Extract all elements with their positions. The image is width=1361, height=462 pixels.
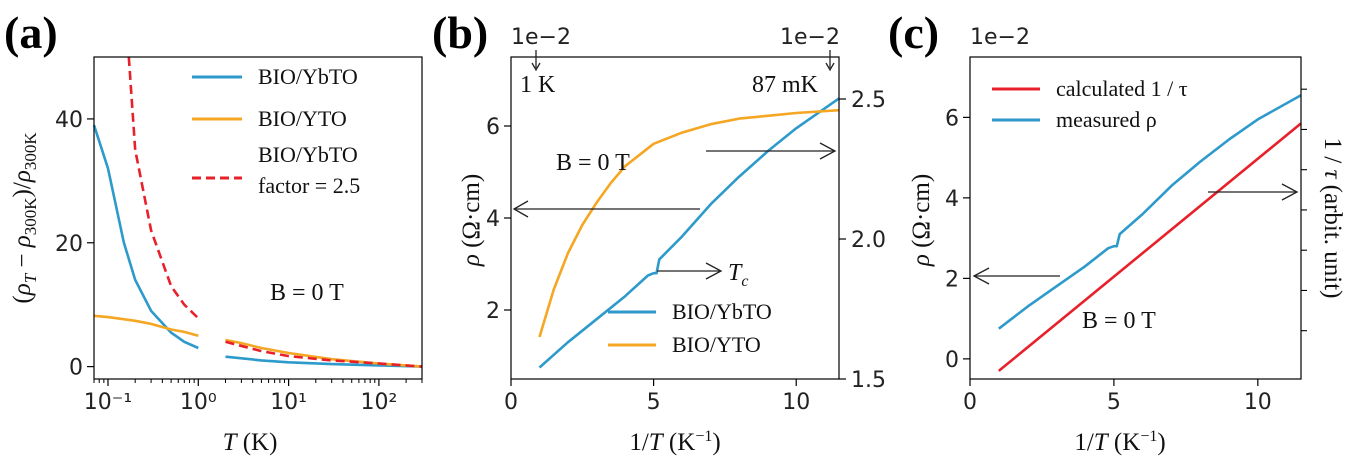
panel-b-ann-tc: Tc xyxy=(728,260,748,290)
series-a-4 xyxy=(127,56,200,320)
panel-b-ticks: 0 5 10 2 4 6 1.5 2.0 2.5 xyxy=(486,88,886,415)
panel-c-plot-area xyxy=(997,94,1302,372)
a-ytick-label-0: 0 xyxy=(69,356,83,381)
c-ytick-label-0: 0 xyxy=(945,348,959,373)
b-ytick-right-label-0: 1.5 xyxy=(851,368,886,393)
panel-b-ann-87mk: 87 mK xyxy=(752,72,819,98)
legend-a-2: BIO/YTO xyxy=(258,106,347,131)
arrow-left-axis-head xyxy=(512,200,529,218)
panel-a-frame xyxy=(93,56,423,380)
panel-b-legend: BIO/YbTO BIO/YTO xyxy=(608,299,772,357)
b-series-0 xyxy=(538,97,840,369)
panel-b-offset-right: 1e−2 xyxy=(780,25,840,50)
c-xtick-label-0: 0 xyxy=(963,390,977,415)
panel-a-ylabel: (ρT − ρ300K)/ρ300K xyxy=(9,132,40,304)
arrow-right-axis-head xyxy=(819,142,837,160)
panel-c-label: (c) xyxy=(888,7,939,58)
b-xtick-label-2: 10 xyxy=(782,390,810,415)
panel-c-ylabel-right: 1 / τ (arbit. unit) xyxy=(1319,137,1346,298)
a-xtick-label-0: 10⁻¹ xyxy=(84,390,132,415)
series-a-5 xyxy=(225,340,423,368)
a-xtick-label-3: 10² xyxy=(360,390,397,415)
legend-a-1: BIO/YbTO xyxy=(258,64,358,89)
panel-a-plot-area xyxy=(92,56,423,368)
panel-c-offset-left: 1e−2 xyxy=(970,25,1030,50)
arrow-c-right-head xyxy=(1281,183,1299,201)
arrow-1k-head xyxy=(531,62,541,72)
panel-c-legend: calculated 1 / τ measured ρ xyxy=(992,76,1188,132)
b-xtick-label-1: 5 xyxy=(647,390,661,415)
a-xtick-label-1: 10⁰ xyxy=(180,390,217,415)
panel-c: (c) 0 5 10 0 2 4 6 1/T (K−1) ρ (Ω·cm) 1 / τ (a… xyxy=(888,7,1346,456)
legend-b-1: BIO/YbTO xyxy=(672,299,772,324)
panel-c-xlabel: 1/T (K−1) xyxy=(1074,428,1165,456)
panel-a-legend: BIO/YbTO BIO/YTO BIO/YbTO factor = 2.5 xyxy=(192,64,360,198)
b-ytick-right-label-2: 2.5 xyxy=(851,88,886,113)
panel-b-label: (b) xyxy=(432,7,488,58)
series-a-0 xyxy=(92,124,199,350)
c-series-0 xyxy=(997,122,1302,372)
panel-c-arrows xyxy=(972,183,1299,285)
panel-b-offset-left: 1e−2 xyxy=(511,25,571,50)
arrow-87mk-head xyxy=(825,62,835,72)
legend-c-1: calculated 1 / τ xyxy=(1056,76,1188,101)
panel-b-annotation: B = 0 T xyxy=(556,150,630,176)
b-ytick-label-0: 2 xyxy=(486,299,500,324)
c-series-1 xyxy=(998,94,1302,330)
panel-a-annotation: B = 0 T xyxy=(270,280,344,306)
panel-c-ylabel: ρ (Ω·cm) xyxy=(908,174,935,267)
series-a-1 xyxy=(225,355,423,368)
b-ytick-label-2: 6 xyxy=(486,115,500,140)
panel-b-plot-area xyxy=(538,97,840,369)
panel-a: (a) 10⁻¹ 10⁰ 10¹ 10² 0 20 40 T (K) (ρT − ρ300K… xyxy=(4,7,423,456)
panel-c-frame xyxy=(969,56,1302,380)
panel-b-xlabel: 1/T (K−1) xyxy=(629,428,720,456)
panel-a-label: (a) xyxy=(4,7,58,58)
b-ytick-right-label-1: 2.0 xyxy=(851,228,886,253)
b-xtick-label-0: 0 xyxy=(504,390,518,415)
c-ytick-label-1: 2 xyxy=(945,267,959,292)
series-a-2 xyxy=(93,314,199,337)
c-xtick-label-2: 10 xyxy=(1244,390,1272,415)
panel-a-xlabel: T (K) xyxy=(223,429,278,456)
arrow-tc-head xyxy=(705,262,723,280)
a-ytick-label-2: 40 xyxy=(55,108,83,133)
b-series-1 xyxy=(538,108,840,338)
panel-b-ann-1k: 1 K xyxy=(520,72,556,98)
legend-b-2: BIO/YTO xyxy=(672,332,761,357)
c-ytick-label-3: 6 xyxy=(945,106,959,131)
panel-b-ylabel: ρ (Ω·cm) xyxy=(458,174,485,267)
b-ytick-label-1: 4 xyxy=(486,207,500,232)
panel-b-arrows xyxy=(512,50,837,280)
arrow-c-left-head xyxy=(972,267,990,285)
legend-a-3: BIO/YbTO xyxy=(258,142,358,167)
a-xtick-label-2: 10¹ xyxy=(270,390,307,415)
c-xtick-label-1: 5 xyxy=(1107,390,1121,415)
a-ytick-label-1: 20 xyxy=(55,232,83,257)
legend-a-3b: factor = 2.5 xyxy=(258,173,360,198)
c-ytick-label-2: 4 xyxy=(945,187,959,212)
legend-c-2: measured ρ xyxy=(1056,107,1157,132)
panel-a-ticks: 10⁻¹ 10⁰ 10¹ 10² 0 20 40 xyxy=(55,108,423,415)
panel-c-ticks: 0 5 10 0 2 4 6 xyxy=(945,88,1307,415)
panel-b-frame xyxy=(510,56,840,380)
panel-c-annotation: B = 0 T xyxy=(1082,308,1156,334)
